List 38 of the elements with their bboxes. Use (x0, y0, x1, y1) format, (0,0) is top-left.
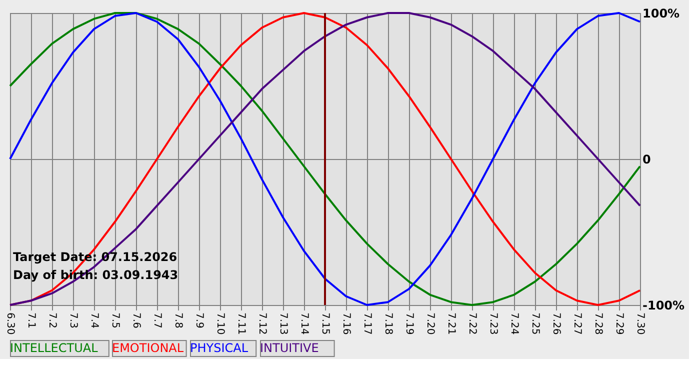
x-tick-label: 7.8 (172, 312, 184, 328)
x-tick-label: 7.18 (382, 312, 394, 335)
text: INTELLECTUAL (10, 341, 98, 355)
x-tick-label: 7.30 (634, 312, 646, 335)
x-tick-label: 7.22 (466, 312, 478, 335)
x-tick-label: 7.9 (194, 312, 204, 328)
text: EMOTIONAL (112, 341, 184, 355)
x-tick-label: 7.5 (110, 312, 120, 328)
x-tick-label: 7.2 (46, 312, 58, 328)
x-tick-label: 7.1 (26, 312, 36, 328)
x-tick-label: 6.30 (4, 312, 16, 335)
x-tick-label: 7.12 (256, 312, 268, 335)
x-tick-label: 7.3 (68, 312, 78, 328)
x-tick-label: 7.16 (340, 312, 352, 335)
x-tick-label: 7.25 (530, 312, 540, 335)
x-tick-label: 7.6 (130, 312, 142, 328)
x-tick-label: 7.11 (236, 312, 246, 335)
x-tick-label: 7.19 (404, 312, 414, 335)
x-tick-label: 7.29 (614, 312, 624, 335)
text: PHYSICAL (190, 341, 248, 355)
x-tick-label: 7.21 (446, 312, 456, 335)
y-tick-label: -100% (642, 298, 685, 312)
x-tick-label: 7.7 (152, 312, 162, 328)
x-tick-label: 7.23 (488, 312, 498, 335)
x-tick-label: 7.17 (362, 312, 372, 335)
x-tick-label: 7.24 (508, 312, 520, 335)
x-tick-label: 7.20 (424, 312, 436, 335)
y-tick-label: 100% (642, 6, 680, 20)
y-tick-label: 0 (642, 152, 651, 166)
x-tick-label: 7.28 (592, 312, 604, 335)
text: INTUITIVE (260, 341, 319, 355)
x-tick-label: 7.14 (298, 312, 310, 335)
x-tick-label: 7.4 (88, 312, 100, 328)
x-tick-label: 7.27 (572, 312, 582, 335)
x-tick-label: 7.15 (320, 312, 330, 335)
x-tick-label: 7.26 (550, 312, 562, 335)
x-tick-label: 7.10 (214, 312, 226, 335)
x-tick-label: 7.13 (278, 312, 288, 335)
